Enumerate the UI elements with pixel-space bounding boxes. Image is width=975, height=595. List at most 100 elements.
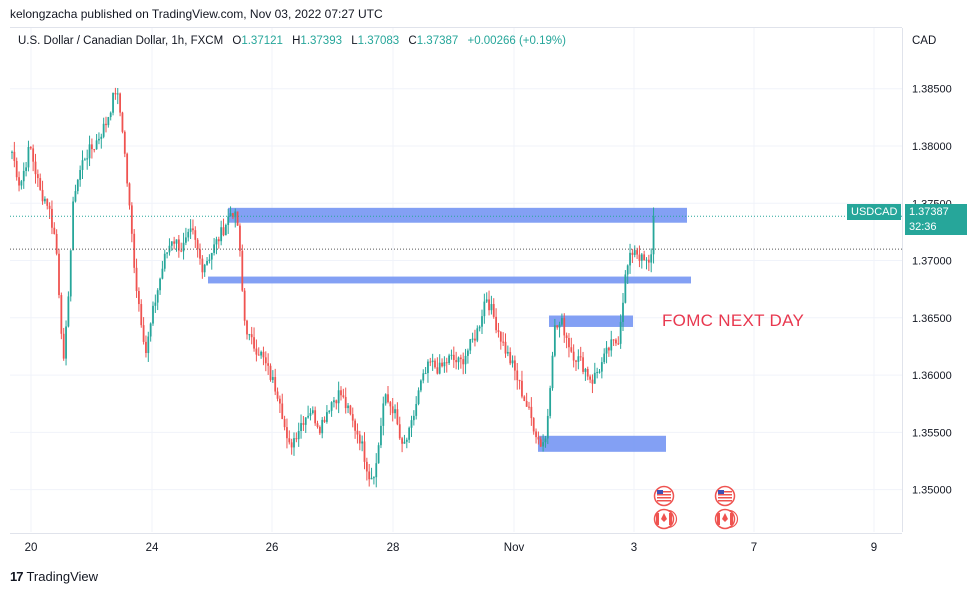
candle-body — [528, 406, 530, 408]
ca-flag-leaf — [661, 513, 667, 522]
candle-body — [556, 325, 559, 328]
candle-body — [145, 341, 147, 354]
candle-body — [380, 425, 382, 446]
candle-body — [375, 463, 378, 478]
candle-body — [194, 230, 197, 240]
candle-body — [62, 333, 65, 359]
candle-body — [394, 409, 396, 414]
currency-label[interactable]: CAD — [912, 35, 937, 47]
change-value: +0.00266 (+0.19%) — [467, 35, 566, 47]
candle-body — [316, 423, 319, 427]
candle-body — [572, 351, 575, 361]
candle-body — [20, 181, 23, 186]
chart-frame[interactable] — [10, 27, 902, 534]
time-tick-label: 3 — [631, 542, 637, 554]
candle-body — [403, 441, 406, 444]
candle-body — [36, 174, 39, 179]
price-tick-label: 1.37000 — [912, 256, 952, 268]
candle-body — [448, 355, 450, 364]
candle-body — [603, 353, 606, 363]
candle-body — [467, 350, 469, 356]
candle-body — [48, 205, 51, 209]
us-flag-icon[interactable] — [714, 485, 736, 507]
canada-flag-icon[interactable] — [714, 508, 739, 530]
candle-body — [558, 324, 561, 328]
symbol-title[interactable]: U.S. Dollar / Canadian Dollar, 1h, FXCM — [18, 35, 224, 47]
price-tick-label: 1.35500 — [912, 427, 952, 439]
us-flag-stripe — [657, 497, 671, 499]
economic-events[interactable] — [653, 485, 739, 530]
candle-body — [387, 394, 389, 403]
candle-body — [180, 250, 183, 252]
tradingview-logo-icon: 17 — [10, 569, 24, 584]
candle-body — [140, 304, 143, 326]
candle-body — [598, 371, 601, 373]
us-flag-ring — [653, 485, 675, 507]
us-flag-icon[interactable] — [653, 485, 675, 507]
candle-body — [344, 396, 347, 409]
candle-body — [109, 112, 112, 118]
candle-body — [363, 441, 366, 462]
candle-body — [429, 361, 432, 363]
candle-body — [53, 227, 56, 234]
candle-body — [60, 295, 63, 334]
candle-body — [192, 228, 194, 231]
candle-body — [434, 360, 436, 368]
ca-flag-bar-left — [717, 513, 720, 525]
tradingview-logo-text: TradingView — [26, 569, 99, 584]
fomc-annotation: FOMC NEXT DAY — [662, 311, 805, 330]
tradingview-logo[interactable]: 17 TradingView — [10, 569, 98, 584]
close-value: 1.37387 — [416, 35, 459, 47]
candle-body — [330, 402, 333, 411]
candle-body — [128, 183, 131, 206]
candle-body — [476, 328, 479, 341]
candle-body — [483, 301, 486, 317]
candle-body — [65, 326, 67, 359]
candle-body — [253, 337, 255, 349]
candle-body — [116, 93, 119, 95]
time-tick-label: 28 — [387, 542, 400, 554]
candle-body — [579, 356, 582, 358]
candle-body — [499, 332, 502, 342]
candle-body — [83, 159, 86, 161]
ca-flag-bar-left — [656, 513, 659, 525]
candle-body — [551, 355, 554, 389]
candle-body — [516, 370, 519, 381]
canada-flag-icon[interactable] — [653, 508, 678, 530]
candles — [11, 87, 655, 488]
time-axis[interactable]: 20 24 26 28 Nov 3 7 9 — [25, 542, 878, 554]
candle-body — [577, 356, 580, 362]
candle-body — [210, 252, 213, 260]
candle-body — [105, 123, 107, 126]
candle-body — [492, 304, 495, 317]
candle-body — [647, 259, 650, 263]
candle-body — [593, 372, 596, 384]
candle-body — [420, 380, 422, 391]
candle-body — [123, 131, 126, 154]
candle-body — [107, 117, 110, 126]
candle-body — [401, 438, 403, 444]
price-tag-countdown: 32:36 — [905, 219, 967, 235]
candle-body — [46, 198, 49, 206]
candle-body — [41, 189, 44, 202]
candle-body — [93, 149, 96, 151]
candle-body — [600, 362, 603, 372]
candle-body — [274, 377, 277, 392]
candle-body — [530, 406, 533, 419]
price-axis[interactable]: 1.385001.380001.375001.370001.365001.360… — [902, 28, 952, 532]
candle-body — [382, 403, 385, 426]
candle-body — [337, 390, 340, 404]
candle-body — [652, 216, 655, 255]
candle-body — [610, 339, 613, 351]
candle-body — [215, 239, 218, 245]
candle-body — [95, 140, 98, 150]
candle-body — [321, 419, 324, 434]
candle-body — [224, 224, 227, 236]
candle-body — [269, 365, 272, 380]
candle-body — [149, 323, 152, 337]
candle-body — [608, 347, 610, 351]
candle-body — [175, 239, 178, 244]
candle-body — [455, 360, 458, 363]
candle-body — [457, 357, 460, 363]
